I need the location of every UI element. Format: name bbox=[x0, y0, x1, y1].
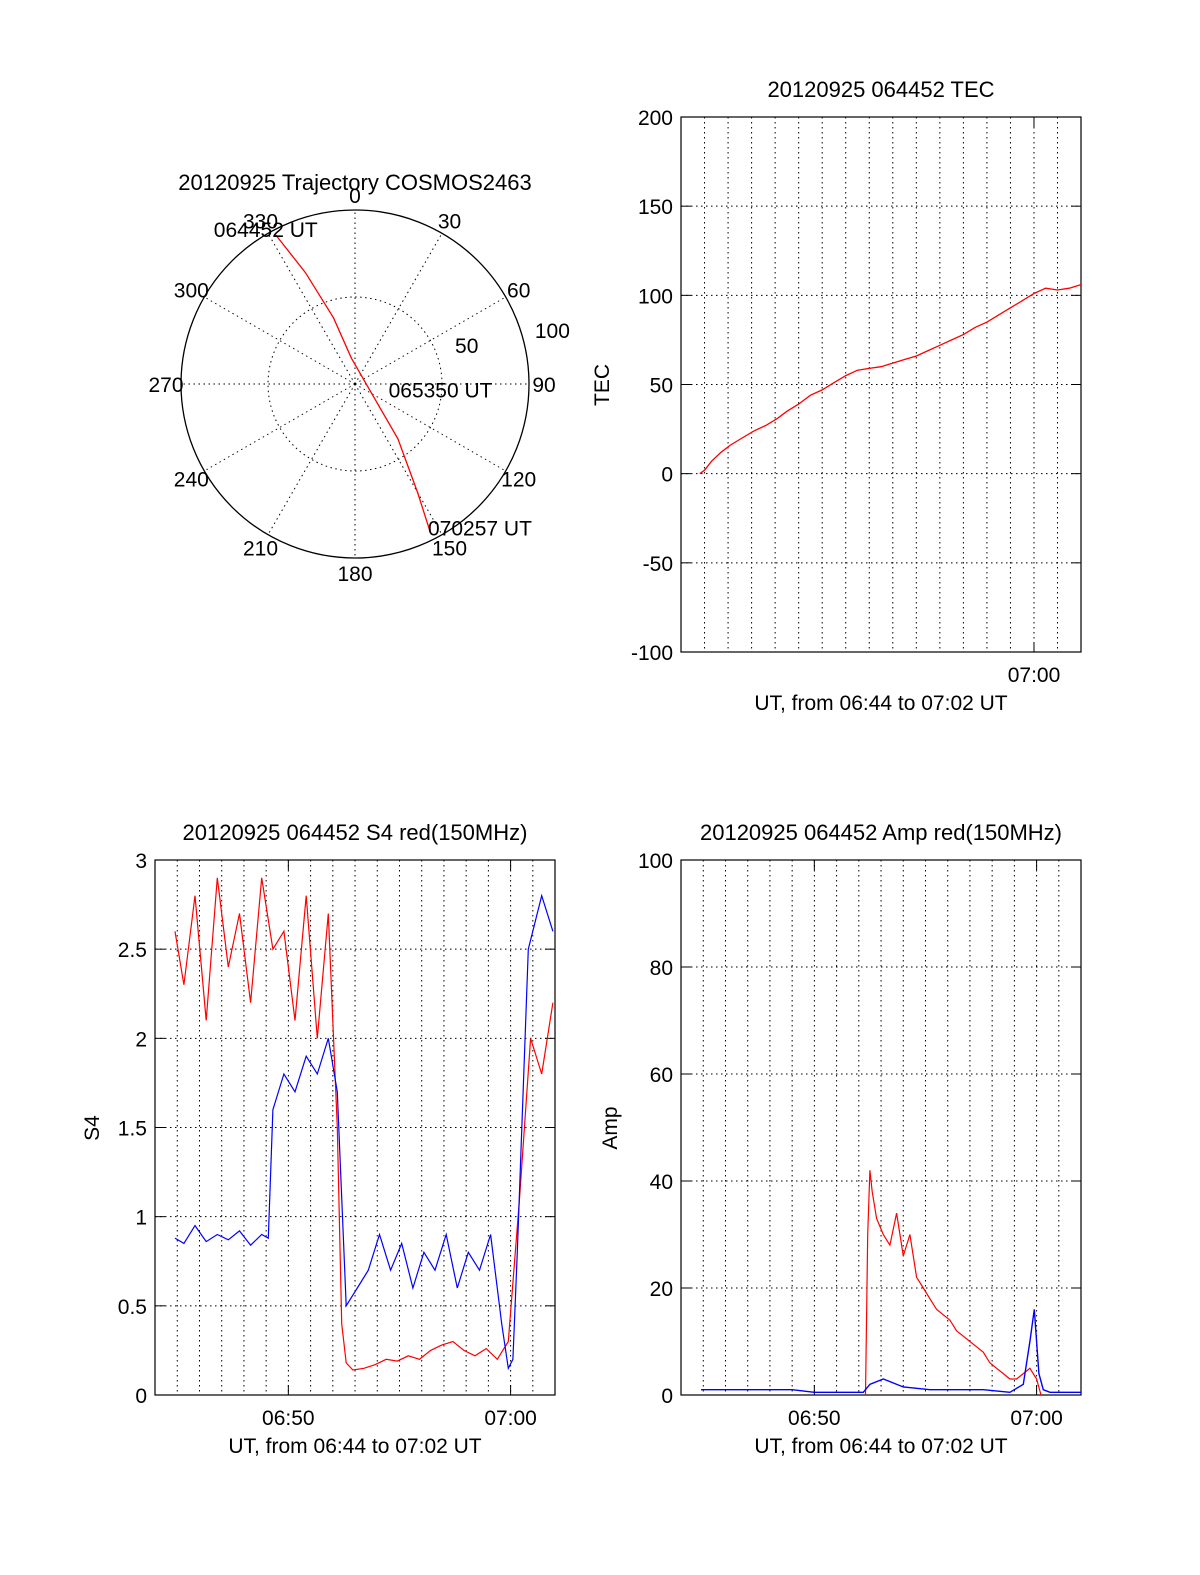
s4-title: 20120925 064452 S4 red(150MHz) bbox=[183, 820, 528, 845]
radius-tick-label: 100 bbox=[535, 320, 570, 343]
x-tick-label: 07:00 bbox=[1008, 664, 1061, 687]
radius-tick-label: 50 bbox=[455, 335, 478, 358]
time-annotation: 064452 UT bbox=[214, 219, 318, 242]
time-annotation: 070257 UT bbox=[428, 517, 532, 540]
x-tick-label: 06:50 bbox=[262, 1407, 315, 1430]
amp-xlabel: UT, from 06:44 to 07:02 UT bbox=[754, 1435, 1007, 1458]
polar-spoke bbox=[267, 233, 356, 385]
polar-spoke bbox=[354, 383, 506, 472]
angle-tick-label: 120 bbox=[501, 469, 536, 492]
tec-panel: 20120925 064452 TEC -100-50050100150200 … bbox=[591, 77, 1082, 715]
polar-outer-ring bbox=[180, 209, 530, 559]
y-tick-label: 200 bbox=[638, 107, 673, 130]
trajectory-series bbox=[275, 234, 431, 532]
s4-panel: 20120925 064452 S4 red(150MHz) 0 0.5 1 1.5 2… bbox=[81, 820, 556, 1458]
angle-tick-label: 150 bbox=[432, 538, 467, 561]
y-tick-label: 20 bbox=[650, 1278, 673, 1301]
trajectory-title: 20120925 Trajectory COSMOS2463 bbox=[178, 170, 531, 195]
x-tick-label: 07:00 bbox=[484, 1407, 537, 1430]
tec-xlabel: UT, from 06:44 to 07:02 UT bbox=[754, 692, 1007, 715]
angle-tick-label: 300 bbox=[174, 280, 209, 303]
time-annotation: 065350 UT bbox=[389, 380, 493, 403]
y-tick-label: 0 bbox=[135, 1385, 147, 1408]
angle-tick-label: 240 bbox=[174, 469, 209, 492]
tec-ylabel: TEC bbox=[591, 364, 614, 406]
s4-red-series bbox=[174, 877, 554, 1371]
trajectory-polar-panel: 20120925 Trajectory COSMOS2463 0 30 60 90 12… bbox=[148, 170, 569, 586]
tec-title: 20120925 064452 TEC bbox=[767, 77, 994, 102]
polar-spoke bbox=[354, 233, 443, 385]
y-tick-label: 60 bbox=[650, 1064, 673, 1087]
angle-tick-label: 270 bbox=[148, 374, 183, 397]
polar-spoke bbox=[354, 296, 506, 385]
amp-panel: 20120925 064452 Amp red(150MHz) 0 20 40 60 8… bbox=[599, 820, 1082, 1458]
angle-tick-label: 30 bbox=[438, 210, 461, 233]
s4-xlabel: UT, from 06:44 to 07:02 UT bbox=[228, 1435, 481, 1458]
y-tick-label: 3 bbox=[135, 850, 147, 873]
amp-title: 20120925 064452 Amp red(150MHz) bbox=[700, 820, 1062, 845]
polar-grid-circle bbox=[267, 296, 443, 472]
amp-red-series bbox=[864, 1170, 1042, 1396]
polar-spoke bbox=[267, 383, 356, 535]
y-tick-label: 100 bbox=[638, 285, 673, 308]
y-tick-label: 40 bbox=[650, 1171, 673, 1194]
x-tick-label: 06:50 bbox=[788, 1407, 841, 1430]
y-tick-label: 100 bbox=[638, 850, 673, 873]
amp-blue-series bbox=[701, 1309, 1081, 1394]
y-tick-label: 0 bbox=[661, 464, 673, 487]
amp-ylabel: Amp bbox=[599, 1106, 622, 1149]
y-tick-label: 1 bbox=[135, 1207, 147, 1230]
y-tick-label: 80 bbox=[650, 957, 673, 980]
y-tick-label: 150 bbox=[638, 196, 673, 219]
y-tick-label: 2 bbox=[135, 1028, 147, 1051]
y-tick-label: 50 bbox=[650, 375, 673, 398]
y-tick-label: 0.5 bbox=[118, 1296, 147, 1319]
x-tick-label: 07:00 bbox=[1010, 1407, 1063, 1430]
y-tick-label: 0 bbox=[661, 1385, 673, 1408]
s4-blue-series bbox=[174, 893, 554, 1371]
angle-tick-label: 60 bbox=[507, 280, 530, 303]
angle-tick-label: 180 bbox=[337, 563, 372, 586]
angle-tick-label: 0 bbox=[349, 185, 361, 208]
polar-spoke bbox=[354, 383, 443, 535]
tec-series bbox=[699, 283, 1082, 475]
y-tick-label: -50 bbox=[643, 553, 673, 576]
y-tick-label: -100 bbox=[631, 642, 673, 665]
polar-spoke bbox=[204, 383, 356, 472]
polar-spoke bbox=[204, 296, 356, 385]
y-tick-label: 2.5 bbox=[118, 939, 147, 962]
angle-tick-label: 330 bbox=[243, 210, 278, 233]
angle-tick-label: 210 bbox=[243, 538, 278, 561]
y-tick-label: 1.5 bbox=[118, 1118, 147, 1141]
angle-tick-label: 90 bbox=[532, 374, 555, 397]
s4-ylabel: S4 bbox=[81, 1115, 104, 1141]
